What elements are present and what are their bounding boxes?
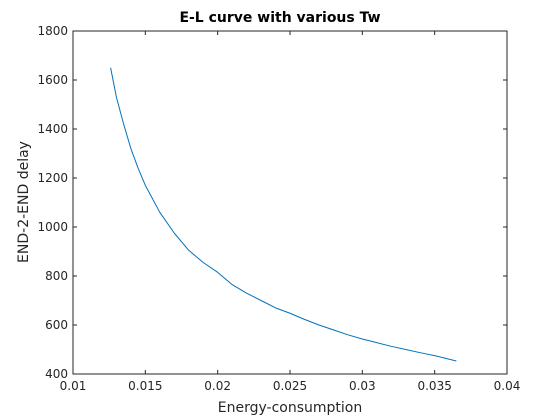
y-axis-label: END-2-END delay: [16, 141, 32, 263]
series-line-0: [110, 67, 457, 362]
chart-title: E-L curve with various Tw: [179, 10, 380, 26]
y-tick-label: 600: [45, 318, 68, 332]
y-tick-label: 1800: [37, 24, 68, 38]
x-tick-label: 0.015: [128, 379, 162, 393]
x-tick-label: 0.01: [60, 379, 87, 393]
x-tick-label: 0.035: [417, 379, 451, 393]
x-tick-label: 0.02: [204, 379, 231, 393]
x-axis-label: Energy-consumption: [218, 400, 362, 416]
y-tick-label: 1600: [37, 73, 68, 87]
x-tick-label: 0.04: [494, 379, 521, 393]
y-tick-label: 800: [45, 269, 68, 283]
x-tick-label: 0.025: [273, 379, 307, 393]
y-axis-ticks: 400 600 800 1000 1200 1400 1600 1800: [37, 24, 507, 381]
y-tick-label: 1400: [37, 122, 68, 136]
y-tick-label: 400: [45, 367, 68, 381]
plot-area: [73, 31, 507, 374]
y-tick-label: 1000: [37, 220, 68, 234]
series-layer: [110, 67, 457, 362]
x-axis-ticks: 0.01 0.015 0.02 0.025 0.03 0.035 0.04: [60, 31, 521, 393]
y-tick-label: 1200: [37, 171, 68, 185]
x-tick-label: 0.03: [349, 379, 376, 393]
